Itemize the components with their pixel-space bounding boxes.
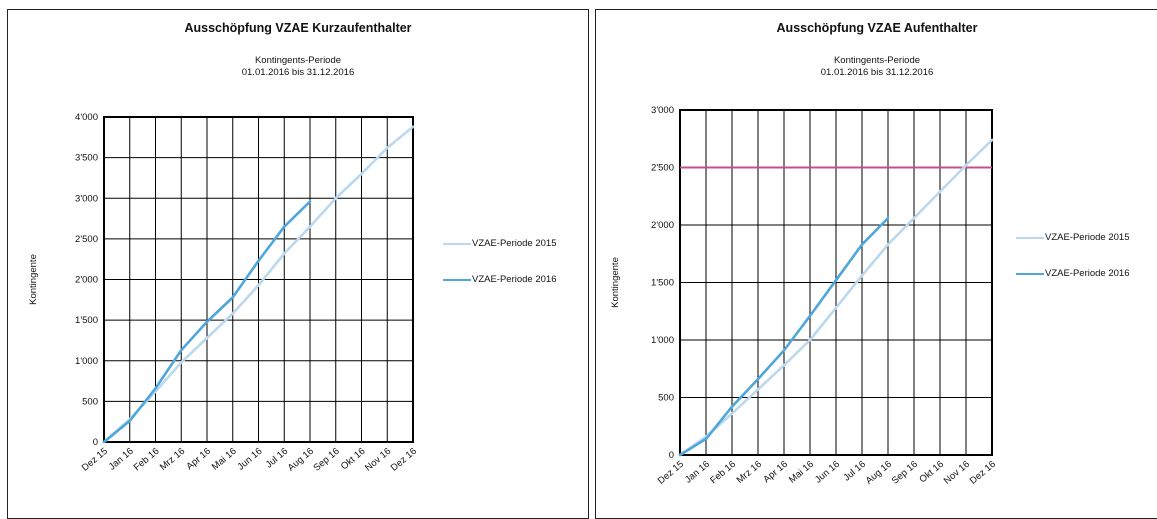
chart-title: Ausschöpfung VZAE Kurzaufenthalter	[184, 21, 412, 35]
line-chart-kurzaufenthalter: 0 500 1'000 1'500 2'000 2'500 3'000 3'500 4'000 D…	[28, 112, 419, 474]
y-tick-label: 3'500	[75, 153, 98, 164]
y-axis-label: Kontingente	[610, 257, 621, 308]
legend-item-2015: VZAE-Periode 2015	[1016, 232, 1130, 243]
x-tick-label: Jun 16	[813, 459, 842, 486]
legend-label: VZAE-Periode 2015	[472, 238, 557, 249]
y-tick-label: 2'500	[75, 234, 98, 245]
y-tick-label: 1'500	[75, 315, 98, 326]
x-tick-label: Dez 15	[656, 459, 686, 487]
y-tick-label: 2'000	[75, 275, 98, 286]
legend-swatch	[1016, 272, 1044, 275]
series-line-2015	[678, 138, 994, 457]
y-tick-label: 0	[669, 450, 674, 461]
x-tick-label: Apr 16	[184, 446, 213, 472]
legend-label: VZAE-Periode 2016	[1045, 268, 1130, 279]
plot-area-frame	[679, 109, 993, 456]
x-tick-label: Mrz 16	[735, 459, 764, 486]
x-tick-label: Nov 16	[363, 446, 393, 474]
chart-subtitle-line2: 01.01.2016 bis 31.12.2016	[820, 67, 934, 78]
x-tick-label: Dez 16	[968, 459, 998, 487]
x-tick-label: Feb 16	[132, 446, 162, 473]
y-tick-label: 2'000	[651, 220, 674, 231]
y-tick-label: 500	[82, 396, 98, 407]
x-tick-label: Sep 16	[890, 459, 920, 487]
legend-item-2015: VZAE-Periode 2015	[443, 238, 557, 249]
x-tick-label: Jan 16	[683, 459, 712, 486]
chart-subtitle-line1: Kontingents-Periode	[254, 55, 342, 66]
y-axis-label: Kontingente	[28, 254, 39, 305]
x-tick-label: Okt 16	[339, 446, 368, 472]
y-tick-label: 1'500	[651, 278, 674, 289]
y-tick-label: 1'000	[651, 335, 674, 346]
x-tick-label: Jan 16	[107, 446, 136, 473]
series-line-2016	[678, 216, 890, 457]
series-line-2016	[102, 200, 312, 444]
x-tick-label: Aug 16	[286, 446, 316, 474]
x-tick-label: Mrz 16	[158, 446, 187, 473]
legend-item-2016: VZAE-Periode 2016	[1016, 268, 1130, 279]
x-tick-label: Aug 16	[864, 459, 894, 487]
x-tick-label: Feb 16	[708, 459, 738, 486]
y-tick-label: 3'000	[651, 105, 674, 116]
x-tick-label: Mai 16	[787, 459, 816, 486]
chart-panel-kurzaufenthalter: Ausschöpfung VZAE Kurzaufenthalter Konti…	[7, 9, 589, 519]
x-tick-label: Nov 16	[942, 459, 972, 487]
x-tick-label: Apr 16	[761, 459, 790, 485]
chart-panel-aufenthalter: Ausschöpfung VZAE Aufenthalter Kontingen…	[595, 9, 1157, 519]
y-tick-label: 500	[658, 393, 674, 404]
y-tick-label: 0	[93, 437, 98, 448]
y-tick-label: 2'500	[651, 163, 674, 174]
legend-item-2016: VZAE-Periode 2016	[443, 274, 557, 285]
x-tick-label: Dez 16	[389, 446, 419, 474]
x-tick-label: Jun 16	[236, 446, 265, 473]
chart-subtitle-line2: 01.01.2016 bis 31.12.2016	[241, 67, 355, 78]
legend-label: VZAE-Periode 2015	[1045, 232, 1130, 243]
x-tick-label: Mai 16	[210, 446, 239, 473]
x-tick-label: Sep 16	[312, 446, 342, 474]
plot-area-frame	[103, 116, 414, 443]
chart-title: Ausschöpfung VZAE Aufenthalter	[776, 21, 978, 35]
y-tick-label: 4'000	[75, 112, 98, 123]
legend-swatch	[1016, 236, 1044, 239]
x-tick-label: Okt 16	[917, 459, 946, 485]
y-tick-label: 1'000	[75, 356, 98, 367]
legend-swatch	[443, 242, 471, 245]
chart-subtitle-line1: Kontingents-Periode	[833, 55, 921, 66]
y-tick-label: 3'000	[75, 193, 98, 204]
legend-swatch	[443, 278, 471, 281]
series-line-2015	[102, 125, 415, 444]
x-tick-label: Dez 15	[80, 446, 110, 474]
legend-label: VZAE-Periode 2016	[472, 274, 557, 285]
